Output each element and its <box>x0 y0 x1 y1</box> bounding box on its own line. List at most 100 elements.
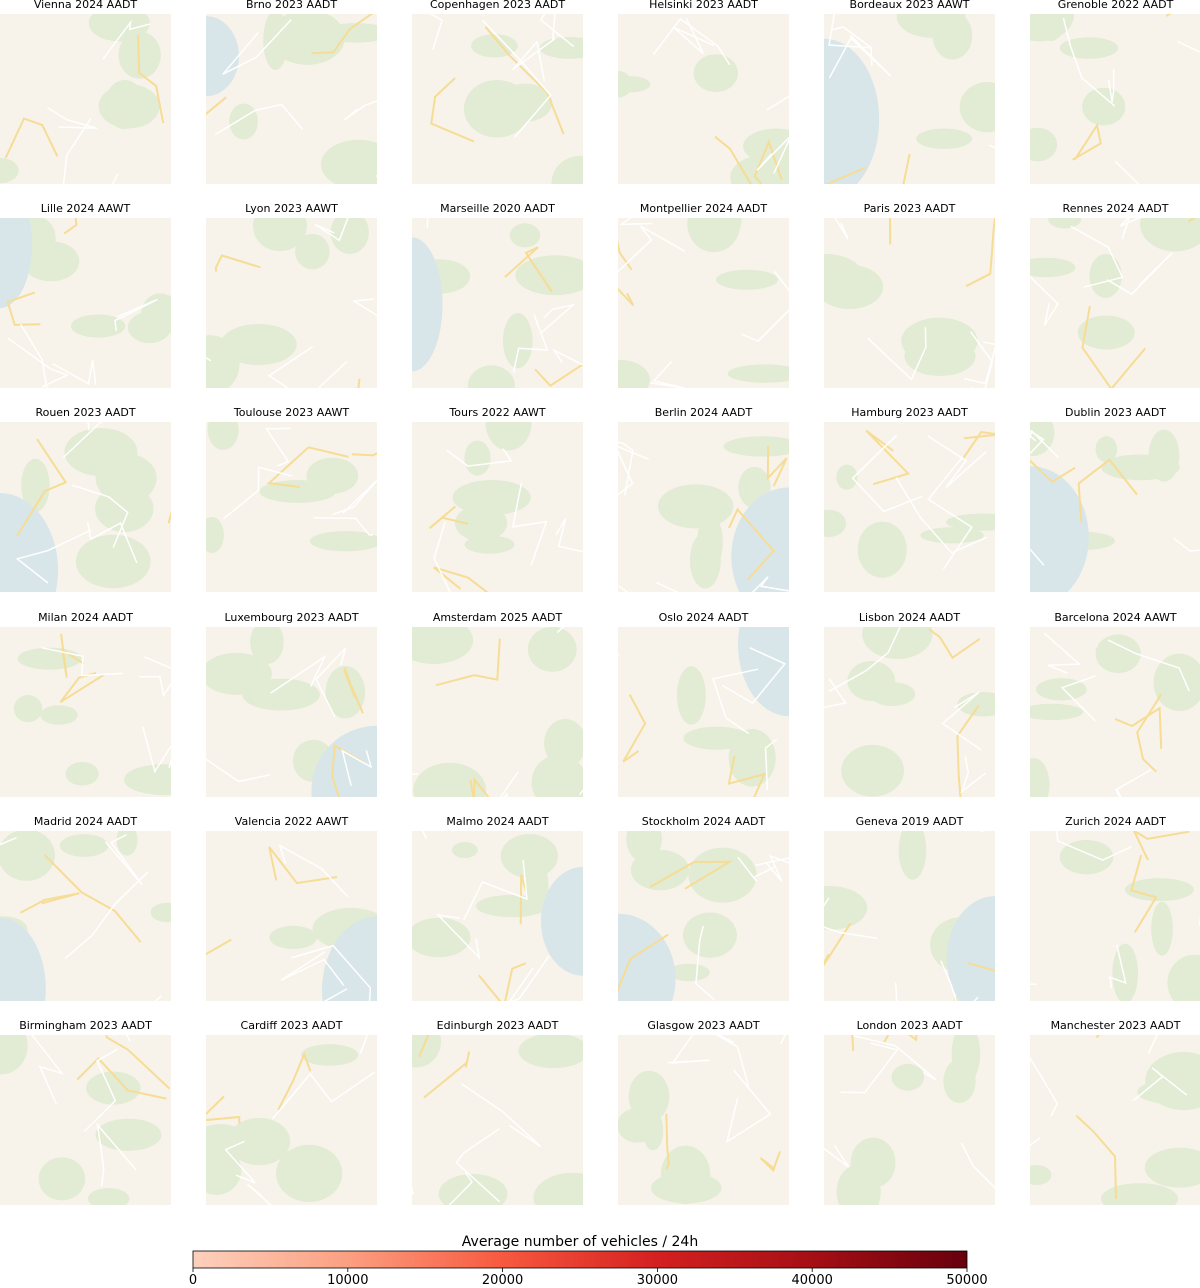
park <box>88 1188 130 1209</box>
panel-title: London 2023 AADT <box>857 1019 963 1032</box>
park <box>1082 88 1125 126</box>
park <box>658 484 733 528</box>
panel-title: Edinburgh 2023 AADT <box>437 1019 559 1032</box>
panel-title: Lisbon 2024 AADT <box>859 611 960 624</box>
map-panel <box>345 1016 612 1259</box>
park <box>64 428 137 476</box>
map-panel <box>381 158 635 405</box>
map-layer <box>1016 157 1200 389</box>
panel-title: Dublin 2023 AADT <box>1065 406 1166 419</box>
panel-title: Toulouse 2023 AAWT <box>233 406 349 419</box>
map-panel <box>200 402 449 592</box>
park <box>683 727 749 750</box>
park <box>200 517 224 553</box>
map-panel <box>546 573 840 799</box>
park <box>486 395 532 451</box>
park <box>519 1033 589 1068</box>
map-layer <box>404 0 609 210</box>
road <box>580 760 620 821</box>
panel-title: Madrid 2024 AADT <box>34 815 138 828</box>
park <box>552 156 610 210</box>
park <box>1101 1183 1178 1214</box>
water <box>173 16 239 96</box>
park <box>916 129 972 149</box>
park <box>528 627 577 672</box>
colorbar-tick-label: 10000 <box>327 1273 368 1284</box>
map-layer <box>1004 0 1200 232</box>
panel-title: Vienna 2024 AADT <box>34 0 138 11</box>
park <box>95 485 153 532</box>
park <box>870 682 916 706</box>
park <box>301 1044 358 1066</box>
panel-title: Malmo 2024 AADT <box>446 815 549 828</box>
map-background <box>824 422 995 592</box>
park <box>310 531 382 551</box>
park <box>793 886 867 930</box>
panel-title: Montpellier 2024 AADT <box>640 202 768 215</box>
map-layer <box>151 5 412 208</box>
park <box>1022 1165 1052 1185</box>
map-panel <box>1016 157 1200 389</box>
park <box>465 536 515 554</box>
panel-title: Marseille 2020 AADT <box>440 202 555 215</box>
park <box>86 1072 140 1105</box>
water <box>947 896 1044 1020</box>
panel-title: Rouen 2023 AADT <box>35 406 135 419</box>
park <box>99 84 160 128</box>
park <box>841 745 904 797</box>
park <box>66 762 99 786</box>
park <box>606 71 631 97</box>
park <box>468 365 515 405</box>
map-layer <box>617 1003 800 1205</box>
park <box>688 848 756 903</box>
park <box>464 440 490 475</box>
map-layer <box>412 395 603 617</box>
panel-title: Birmingham 2023 AADT <box>19 1019 152 1032</box>
park <box>71 315 125 338</box>
park <box>18 648 82 670</box>
map-layer <box>1018 627 1200 827</box>
park <box>391 1016 441 1068</box>
map-layer <box>345 1016 612 1259</box>
park <box>321 140 395 189</box>
park <box>124 764 203 795</box>
panel-title: Cardiff 2023 AADT <box>241 1019 343 1032</box>
park <box>697 514 723 569</box>
park <box>452 842 478 858</box>
park <box>590 360 650 400</box>
panel-title: Geneva 2019 AADT <box>856 815 964 828</box>
road <box>376 169 412 190</box>
colorbar-tick-label: 30000 <box>637 1273 678 1284</box>
park <box>76 535 151 589</box>
panel-title: Valencia 2022 AAWT <box>235 815 349 828</box>
map-panel <box>812 422 1019 592</box>
park <box>192 1145 242 1194</box>
park <box>812 510 846 537</box>
map-layer <box>560 815 829 1043</box>
colorbar-label: Average number of vehicles / 24h <box>462 1234 698 1250</box>
park <box>677 666 706 724</box>
park <box>1151 902 1173 956</box>
park <box>242 679 320 711</box>
panel-title: Milan 2024 AADT <box>38 611 133 624</box>
park <box>532 755 587 810</box>
park <box>128 312 171 343</box>
panel-title: Oslo 2024 AADT <box>659 611 749 624</box>
panel-title: Amsterdam 2025 AADT <box>433 611 563 624</box>
park <box>151 903 184 922</box>
park <box>220 324 296 365</box>
park <box>899 821 927 880</box>
park <box>617 1108 657 1143</box>
map-layer <box>1003 808 1200 1010</box>
map-layer <box>407 810 625 1006</box>
panel-title: Copenhagen 2023 AADT <box>430 0 565 11</box>
map-layer <box>971 409 1200 608</box>
colorbar-tick-label: 0 <box>189 1273 197 1284</box>
map-layer <box>0 627 222 797</box>
map-background <box>206 422 377 592</box>
map-panel <box>170 201 410 434</box>
park <box>1149 430 1180 482</box>
panel-title: Berlin 2024 AADT <box>655 406 753 419</box>
panel-title: Rennes 2024 AADT <box>1063 202 1169 215</box>
map-panel <box>617 1003 800 1205</box>
